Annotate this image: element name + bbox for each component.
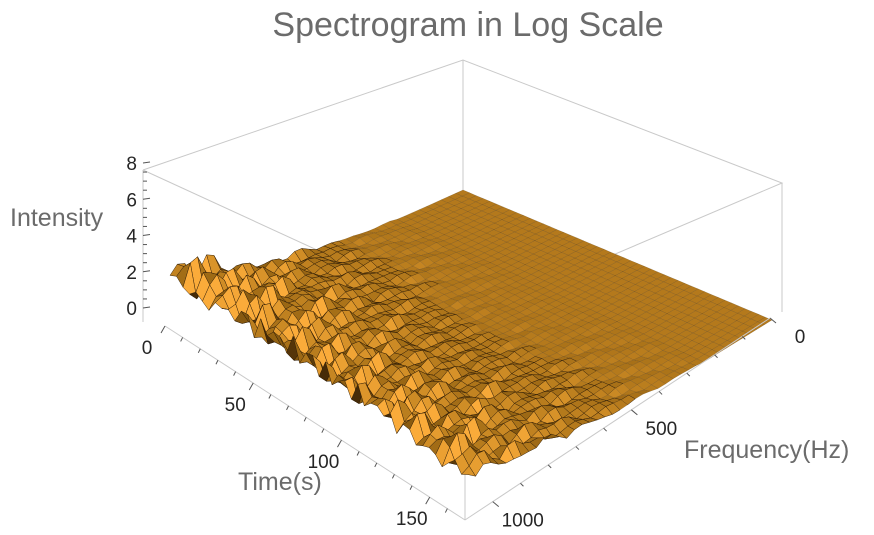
time-minor-tick [268, 394, 272, 399]
time-minor-tick [233, 371, 237, 376]
time-minor-tick [409, 485, 413, 490]
time-tick-mark [248, 382, 254, 391]
frequency-minor-tick [686, 372, 691, 377]
intensity-tick-mark [142, 197, 151, 200]
time-minor-tick [180, 337, 184, 342]
frequency-minor-tick [575, 446, 580, 450]
time-minor-tick [321, 428, 325, 433]
intensity-tick-label: 4 [126, 227, 137, 248]
time-minor-tick [303, 417, 307, 422]
intensity-tick-mark [142, 234, 151, 236]
frequency-tick-label: 500 [646, 419, 678, 440]
time-tick-label: 150 [396, 509, 428, 530]
intensity-tick-mark [142, 161, 151, 164]
intensity-tick-label: 6 [126, 190, 137, 211]
frequency-minor-tick [603, 427, 607, 432]
chart-title: Spectrogram in Log Scale [272, 6, 663, 44]
bounding-box-front [164, 317, 771, 521]
time-minor-tick [197, 348, 201, 354]
intensity-ticks: 0 2 4 6 8 [126, 154, 151, 320]
time-ticks: 0 50 100 150 [142, 325, 448, 530]
time-minor-tick [444, 508, 448, 513]
frequency-minor-tick [547, 464, 552, 469]
intensity-tick-label: 8 [126, 154, 137, 175]
frequency-minor-tick [520, 482, 524, 487]
intensity-axis-label: Intensity [10, 204, 104, 232]
frequency-tick-label: 0 [795, 327, 806, 348]
frequency-tick-mark [631, 409, 638, 416]
time-tick-label: 100 [308, 452, 340, 473]
intensity-tick-label: 0 [126, 299, 137, 320]
time-tick-label: 0 [142, 338, 153, 359]
frequency-tick-label: 1000 [502, 511, 544, 532]
time-axis-label: Time(s) [238, 468, 322, 496]
time-minor-tick [391, 474, 395, 479]
time-minor-tick [215, 360, 219, 365]
frequency-ticks: 0 500 1000 [492, 317, 806, 532]
frequency-axis-label: Frequency(Hz) [684, 436, 849, 464]
frequency-tick-mark [492, 501, 500, 508]
intensity-tick-mark [142, 270, 151, 273]
frequency-minor-tick [714, 354, 718, 359]
intensity-tick-label: 2 [126, 263, 137, 284]
box-edge-bottom-frequency [464, 317, 771, 521]
surface-patch [461, 465, 477, 477]
box-edge-bottom-time [164, 325, 466, 521]
time-tick-mark [337, 439, 342, 448]
spectrogram-surface [169, 189, 773, 477]
time-tick-mark [160, 325, 166, 334]
intensity-tick-mark [142, 306, 151, 309]
time-minor-tick [356, 451, 360, 456]
frequency-minor-tick [741, 336, 746, 340]
time-minor-tick [286, 405, 289, 411]
frequency-minor-tick [658, 391, 663, 395]
box-back-top [142, 59, 784, 319]
time-minor-tick [374, 462, 378, 468]
time-tick-mark [425, 496, 431, 505]
frequency-tick-mark [769, 317, 777, 324]
time-tick-label: 50 [225, 395, 246, 416]
